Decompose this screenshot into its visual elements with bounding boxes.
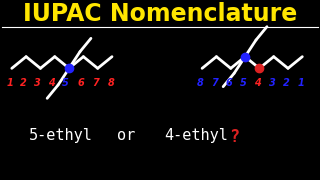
Text: 7: 7 bbox=[212, 78, 218, 88]
Text: 4: 4 bbox=[254, 78, 261, 88]
Text: 6: 6 bbox=[78, 78, 84, 88]
Text: 1: 1 bbox=[297, 78, 304, 88]
Text: 3: 3 bbox=[268, 78, 276, 88]
Text: 3: 3 bbox=[34, 78, 40, 88]
Text: 7: 7 bbox=[92, 78, 99, 88]
Text: 2: 2 bbox=[20, 78, 27, 88]
Text: 6: 6 bbox=[226, 78, 232, 88]
Text: 4-ethyl: 4-ethyl bbox=[164, 128, 228, 143]
Text: IUPAC Nomenclature: IUPAC Nomenclature bbox=[23, 2, 297, 26]
Text: 8: 8 bbox=[108, 78, 114, 88]
Text: 8: 8 bbox=[197, 78, 204, 88]
Text: or: or bbox=[117, 128, 135, 143]
Text: 2: 2 bbox=[283, 78, 290, 88]
Text: 5: 5 bbox=[240, 78, 247, 88]
Text: 5-ethyl: 5-ethyl bbox=[29, 128, 93, 143]
Text: 4: 4 bbox=[48, 78, 55, 88]
Text: ?: ? bbox=[229, 128, 239, 146]
Text: 1: 1 bbox=[7, 78, 13, 88]
Text: 5: 5 bbox=[62, 78, 68, 88]
